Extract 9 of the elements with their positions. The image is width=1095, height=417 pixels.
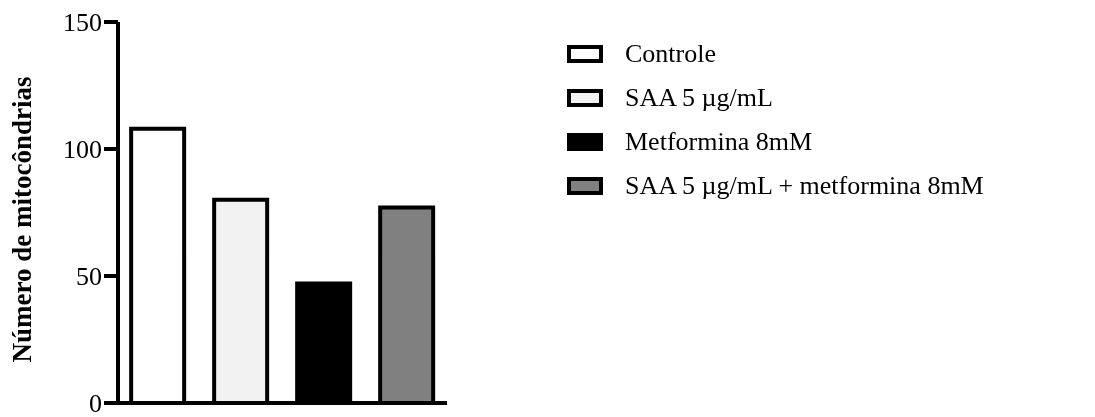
y-tick-label: 150: [63, 8, 102, 38]
y-tick-label: 100: [63, 135, 102, 165]
y-axis-title: Número de mitocôndrias: [6, 76, 37, 363]
legend-label: Metformina 8mM: [625, 127, 813, 157]
legend-label: SAA 5 µg/mL: [625, 83, 773, 113]
legend-label: SAA 5 µg/mL + metformina 8mM: [625, 171, 984, 201]
legend-label: Controle: [625, 39, 716, 69]
y-tick-label: 0: [89, 389, 102, 417]
y-tick-label: 50: [76, 262, 102, 292]
